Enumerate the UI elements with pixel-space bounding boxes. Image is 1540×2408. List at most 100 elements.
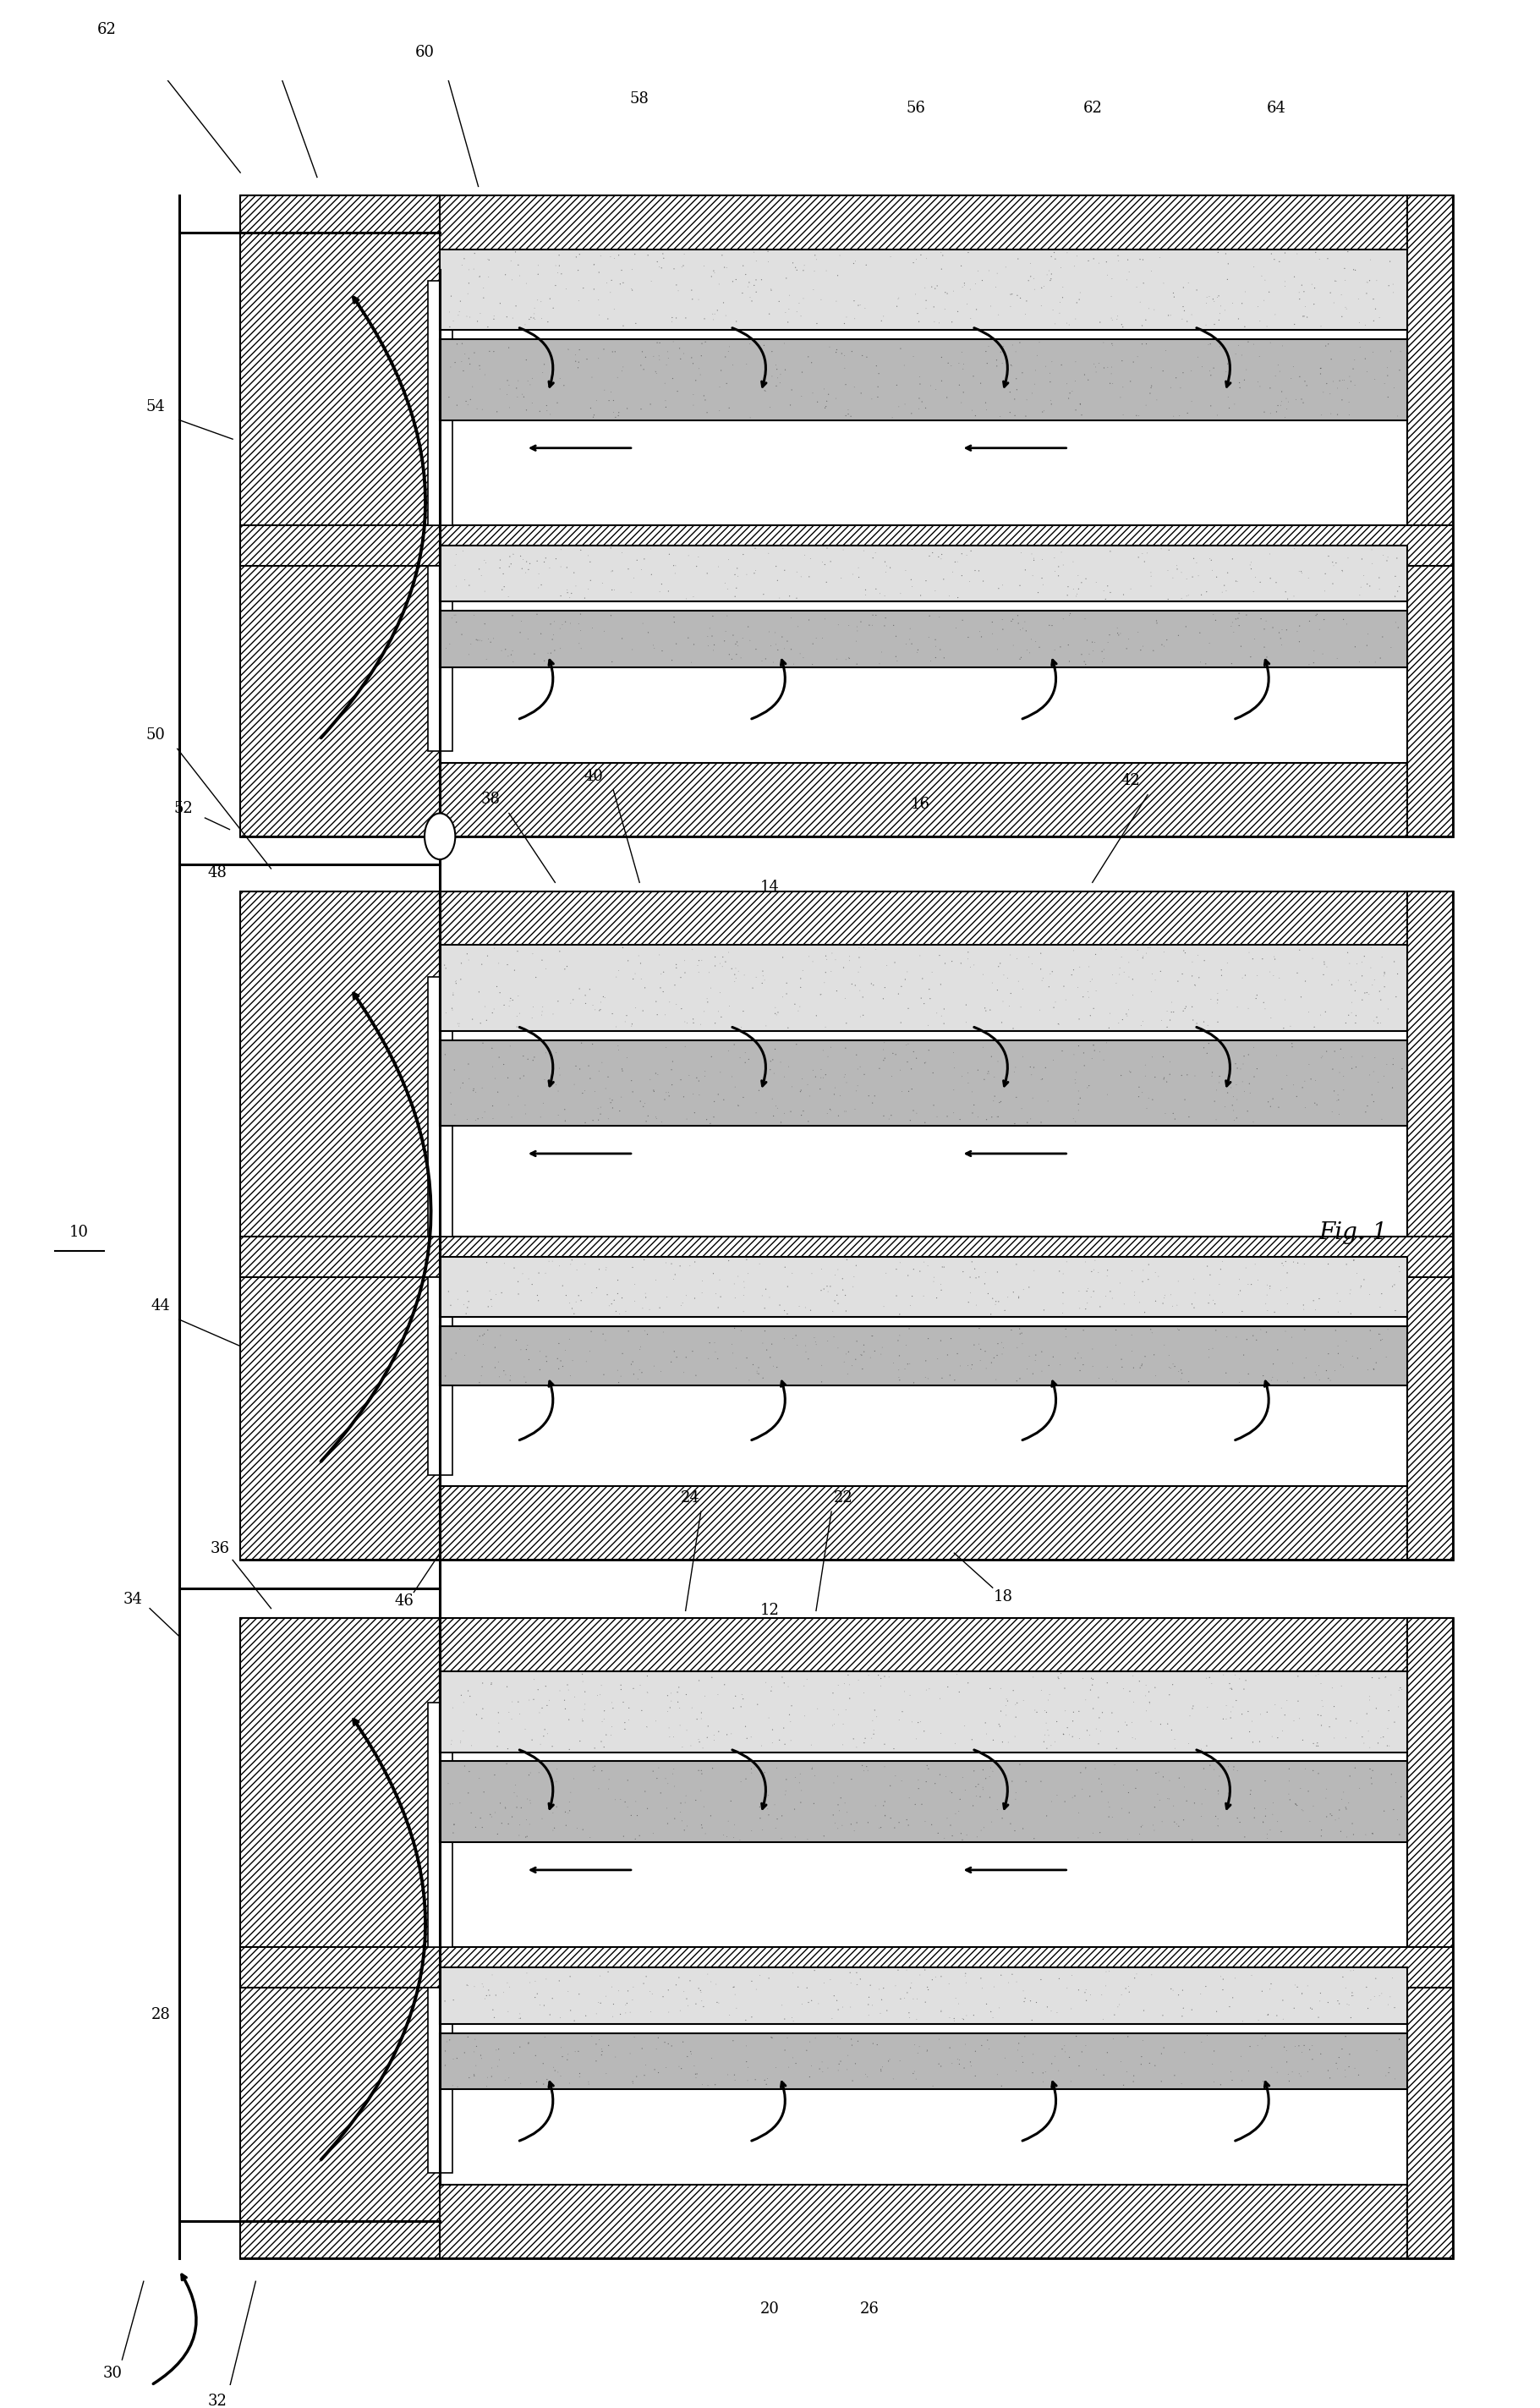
Point (1340, 995, 1364, 1033)
Point (485, 1727, 510, 1765)
Point (929, 1322, 953, 1361)
Point (1357, 1681, 1381, 1719)
Point (1012, 1982, 1036, 2020)
Point (764, 1086, 788, 1125)
Point (856, 1804, 881, 1842)
Point (1169, 578, 1194, 616)
Point (656, 2025, 681, 2064)
Point (1307, 1982, 1332, 2020)
Text: 46: 46 (394, 1594, 414, 1609)
Point (1292, 1245, 1317, 1283)
Point (1311, 636, 1335, 674)
Point (765, 561, 790, 600)
Point (671, 335, 696, 373)
Point (471, 1772, 496, 1811)
Point (1138, 368, 1163, 407)
Point (845, 2023, 870, 2061)
Point (1255, 1996, 1280, 2035)
Point (765, 992, 790, 1031)
Point (750, 1276, 775, 1315)
Point (1001, 325, 1026, 364)
Point (1030, 1060, 1055, 1098)
Point (790, 951, 815, 990)
Point (715, 571, 739, 609)
Point (721, 347, 745, 385)
Point (440, 1688, 465, 1727)
Point (467, 621, 491, 660)
Point (448, 1722, 473, 1760)
Point (548, 576, 573, 614)
Point (1138, 566, 1163, 604)
Point (1064, 2018, 1089, 2056)
Point (895, 624, 919, 662)
Point (551, 366, 576, 405)
Point (1207, 1057, 1232, 1096)
Point (1183, 966, 1207, 1004)
Point (885, 641, 910, 679)
Point (1360, 966, 1384, 1004)
Point (1116, 944, 1141, 982)
Point (784, 248, 809, 287)
Point (748, 1799, 773, 1837)
Point (1323, 1801, 1348, 1840)
Point (440, 301, 465, 340)
Point (504, 1765, 528, 1804)
Point (625, 542, 650, 580)
Point (1095, 349, 1120, 388)
Point (1255, 308, 1280, 347)
Point (867, 645, 892, 684)
Point (1195, 279, 1220, 318)
Point (621, 631, 645, 669)
Point (742, 1748, 767, 1787)
Point (913, 289, 938, 327)
Point (451, 238, 476, 277)
Point (664, 547, 688, 585)
Point (476, 1310, 501, 1348)
Point (885, 1950, 910, 1989)
Point (533, 1060, 557, 1098)
Point (1186, 556, 1210, 595)
Point (1369, 1719, 1394, 1758)
Point (1158, 1970, 1183, 2008)
Point (493, 1356, 517, 1394)
Point (902, 1784, 927, 1823)
Point (1326, 2037, 1351, 2076)
Point (1072, 356, 1096, 395)
Point (544, 246, 568, 284)
Point (1067, 275, 1092, 313)
Point (1260, 2049, 1284, 2088)
Point (1155, 621, 1180, 660)
Point (842, 1091, 867, 1129)
Point (1297, 2030, 1321, 2068)
Point (1010, 1038, 1035, 1076)
Point (764, 366, 788, 405)
Point (1021, 556, 1046, 595)
Point (1226, 1276, 1250, 1315)
Point (534, 1686, 559, 1724)
Point (534, 1960, 559, 1999)
Point (493, 2061, 517, 2100)
Point (619, 1007, 644, 1045)
Point (664, 985, 688, 1023)
Point (588, 1676, 613, 1714)
Point (664, 946, 688, 985)
Point (741, 968, 765, 1007)
Point (1318, 2059, 1343, 2097)
Point (772, 628, 796, 667)
Point (651, 973, 676, 1011)
Point (1083, 1240, 1107, 1279)
Point (724, 636, 748, 674)
Text: 62: 62 (1083, 101, 1103, 116)
Point (1130, 1074, 1155, 1112)
Point (1098, 1271, 1123, 1310)
Point (691, 1787, 716, 1825)
Point (1052, 1669, 1076, 1707)
Point (456, 340, 480, 378)
Point (1229, 337, 1254, 376)
Point (681, 929, 705, 968)
Point (1237, 1064, 1261, 1103)
Point (976, 250, 1001, 289)
Point (1121, 975, 1146, 1014)
Point (573, 1996, 598, 2035)
Point (1066, 1970, 1090, 2008)
